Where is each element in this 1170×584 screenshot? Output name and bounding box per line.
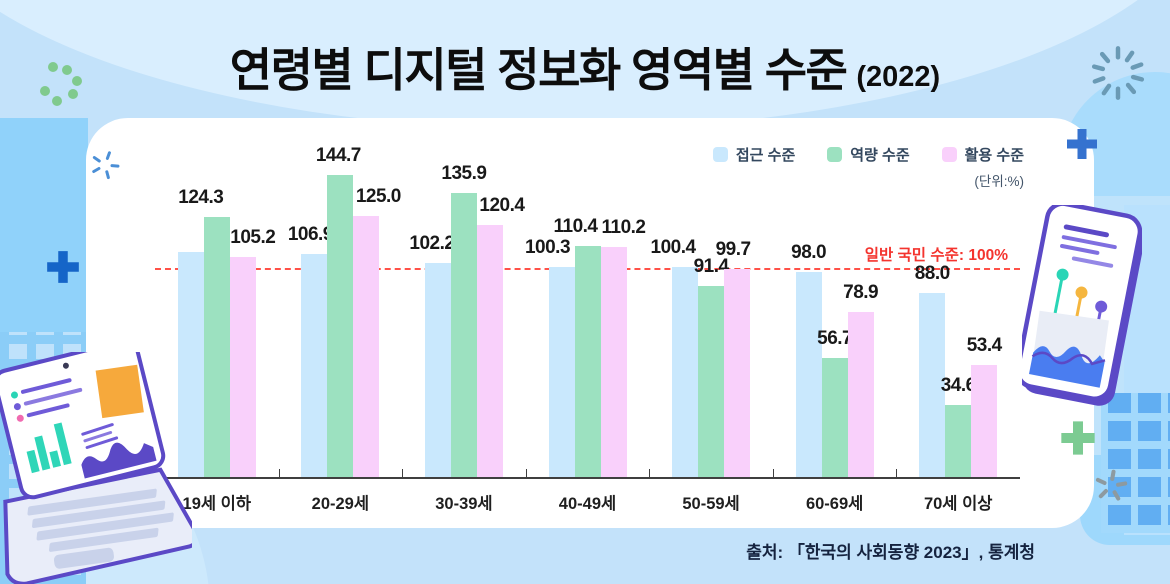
decor-dot [48,62,58,72]
legend-label: 역량 수준 [850,147,910,164]
title-year: (2022) [856,61,941,93]
bar-value-label: 124.3 [178,187,224,208]
asterisk-icon-left [90,150,120,180]
bar-활용 수준-60-69세 [847,312,874,477]
legend-swatch-icon [712,147,728,162]
bar-value-label: 106.9 [287,224,334,245]
bar-chart-plot: 일반 국민 수준: 100% 124.3 105.2 19세 이하 106.9 144.… [155,118,1020,528]
laptop-illustration [0,338,200,584]
decor-dot [72,76,82,86]
bar-역량 수준-40-49세 [574,246,601,477]
bar-value-label: 88.0 [914,263,950,284]
bar-value-label: 120.4 [479,195,525,216]
starburst-icon [1090,45,1146,101]
legend-swatch-icon [827,147,843,162]
asterisk-icon-bottom-right [1093,468,1129,504]
bar-활용 수준-30-39세 [476,225,503,477]
bar-활용 수준-50-59세 [724,269,751,477]
category-label-2: 30-39세 [435,495,493,513]
bar-value-label: 102.2 [409,233,455,254]
decor-dot [62,65,72,75]
category-label-0: 19세 이하 [182,495,252,513]
bar-value-label: 144.7 [315,145,362,166]
plus-icon-top-right [1064,126,1100,162]
bar-value-label: 56.7 [817,328,853,349]
bar-value-label: 105.2 [230,227,276,248]
legend-label: 접근 수준 [735,147,796,164]
bar-접근 수준-20-29세 [301,254,328,477]
bar-value-label: 78.9 [843,282,879,303]
bar-접근 수준-40-49세 [548,267,575,477]
plus-icon-bottom-right [1058,418,1098,458]
page-title: 연령별 디지털 정보화 영역별 수준 (2022) [0,34,1170,100]
tablet-illustration [1015,201,1145,417]
bar-접근 수준-50-59세 [672,267,699,477]
bar-접근 수준-30-39세 [424,263,451,477]
bar-value-label: 100.4 [650,237,697,258]
bar-value-label: 110.2 [601,217,647,238]
category-label-5: 60-69세 [805,495,864,513]
bar-value-label: 110.4 [553,216,599,237]
bar-역량 수준-19세 이하 [203,217,230,477]
category-label-6: 70세 이상 [923,495,993,513]
bar-활용 수준-40-49세 [600,247,627,477]
bar-value-label: 135.9 [441,163,487,184]
bar-역량 수준-30-39세 [450,193,477,477]
bar-value-label: 100.3 [524,237,571,258]
chart-legend: 접근 수준 역량 수준 활용 수준 [712,144,1024,165]
decor-dot [40,86,50,96]
unit-label: (단위:%) [974,174,1024,189]
bar-value-label: 98.0 [791,242,827,263]
category-label-3: 40-49세 [558,495,617,513]
reference-line-label: 일반 국민 수준: 100% [864,247,1008,264]
category-label-1: 20-29세 [311,495,370,513]
legend-label: 활용 수준 [964,147,1024,164]
source-citation: 출처: 「한국의 사회동향 2023」, 통계청 [746,543,1035,562]
bar-활용 수준-20-29세 [353,216,380,477]
legend-item-0: 접근 수준 [712,144,796,165]
bar-value-label: 99.7 [715,239,751,260]
decor-dot [68,89,78,99]
bar-접근 수준-70세 이상 [919,293,946,477]
axis-tick [278,469,280,477]
legend-swatch-icon [941,147,957,162]
category-label-4: 50-59세 [682,495,740,513]
bar-value-label: 91.4 [693,256,729,277]
bar-value-label: 53.4 [966,335,1002,356]
axis-tick [772,469,774,477]
legend-item-2: 활용 수준 [941,144,1024,165]
x-axis-line [155,477,1020,479]
axis-tick [525,469,527,477]
bar-활용 수준-70세 이상 [971,365,998,477]
bar-value-label: 125.0 [355,186,402,207]
bar-역량 수준-60-69세 [821,358,848,477]
bar-활용 수준-19세 이하 [229,257,256,477]
bar-value-label: 34.6 [940,375,976,396]
decor-dot [52,96,62,106]
bar-역량 수준-70세 이상 [945,405,972,477]
axis-tick [402,469,404,477]
building-illustration-right [1101,393,1170,533]
bar-접근 수준-19세 이하 [177,252,204,477]
plus-icon-left [44,248,82,286]
legend-item-1: 역량 수준 [827,144,910,165]
bar-접근 수준-60-69세 [795,272,822,477]
axis-tick [896,469,898,477]
axis-tick [649,469,651,477]
title-text: 연령별 디지털 정보화 영역별 수준 [229,44,848,96]
bar-역량 수준-20-29세 [327,175,354,477]
bar-역량 수준-50-59세 [698,286,725,477]
chart-card: 접근 수준 역량 수준 활용 수준 (단위:%) 일반 국민 수준: 100% 12… [86,118,1094,528]
